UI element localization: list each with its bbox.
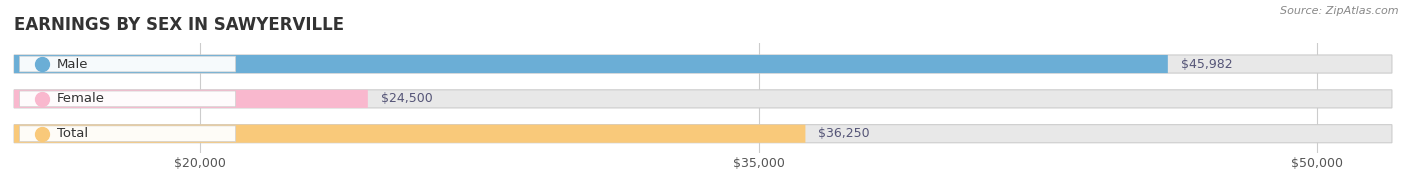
Text: EARNINGS BY SEX IN SAWYERVILLE: EARNINGS BY SEX IN SAWYERVILLE bbox=[14, 16, 344, 34]
Text: $36,250: $36,250 bbox=[818, 127, 870, 140]
Text: $24,500: $24,500 bbox=[381, 92, 433, 105]
FancyBboxPatch shape bbox=[20, 56, 236, 72]
FancyBboxPatch shape bbox=[14, 55, 1392, 73]
FancyBboxPatch shape bbox=[20, 126, 236, 142]
Text: Male: Male bbox=[56, 58, 89, 71]
FancyBboxPatch shape bbox=[20, 91, 236, 107]
FancyBboxPatch shape bbox=[14, 55, 1168, 73]
Text: Total: Total bbox=[56, 127, 89, 140]
FancyBboxPatch shape bbox=[14, 90, 1392, 108]
FancyBboxPatch shape bbox=[14, 125, 806, 143]
FancyBboxPatch shape bbox=[14, 90, 368, 108]
FancyBboxPatch shape bbox=[14, 125, 1392, 143]
Text: $45,982: $45,982 bbox=[1181, 58, 1233, 71]
Text: Female: Female bbox=[56, 92, 105, 105]
Text: Source: ZipAtlas.com: Source: ZipAtlas.com bbox=[1281, 6, 1399, 16]
